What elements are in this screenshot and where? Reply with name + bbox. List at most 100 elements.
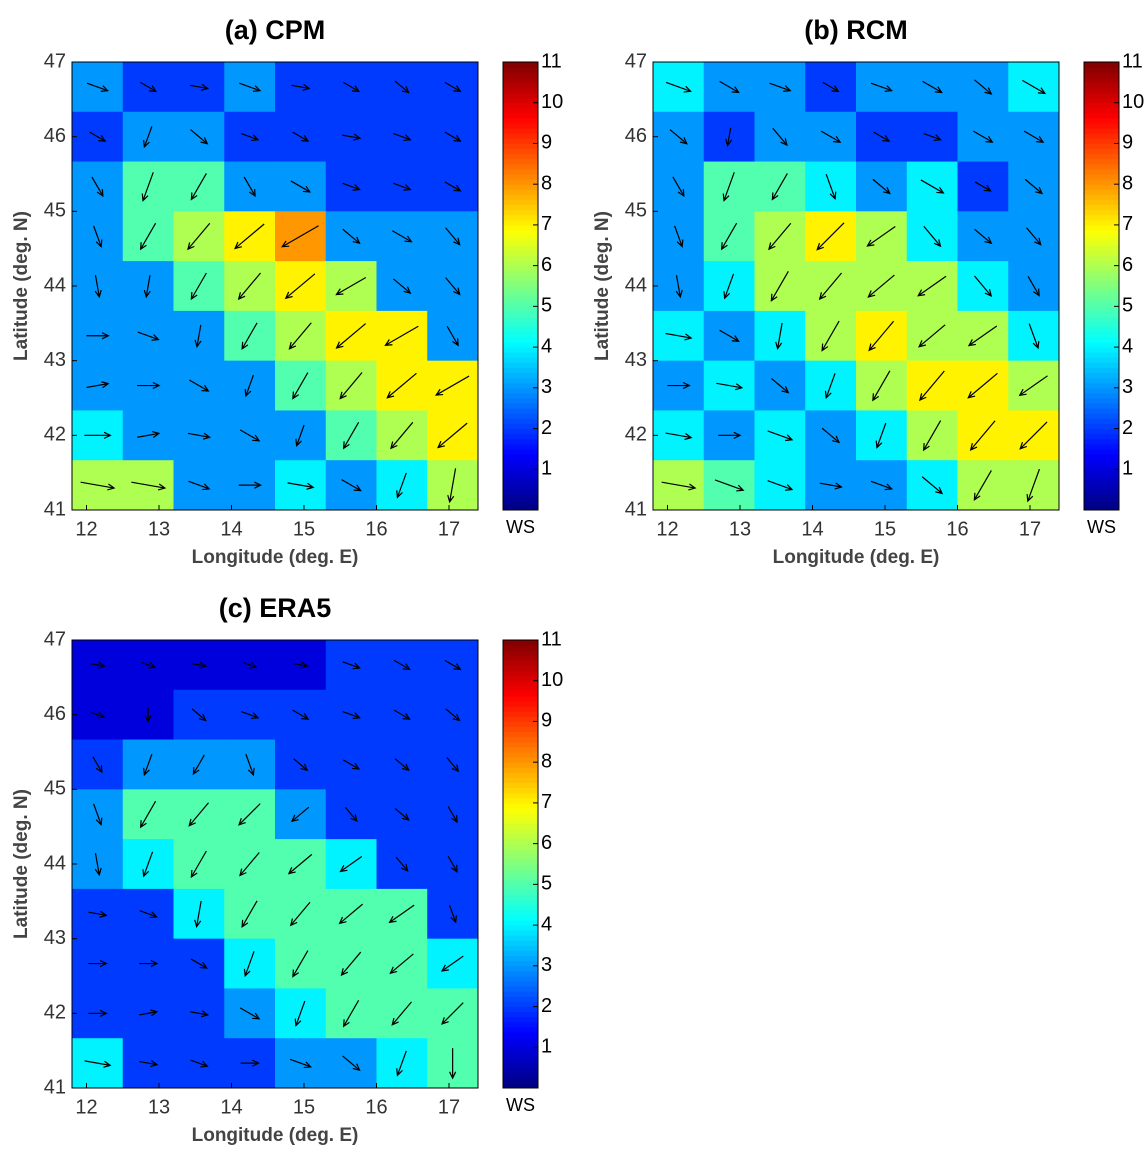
colorbar-segment [503, 128, 538, 134]
colorbar-segment [503, 701, 538, 707]
wind-arrow [243, 176, 256, 198]
wind-arrow [240, 1059, 261, 1067]
wind-arrow [238, 803, 261, 826]
colorbar-segment [503, 823, 538, 829]
colorbar-tick-label: 6 [541, 832, 552, 854]
y-tick-label: 45 [625, 200, 647, 222]
colorbar-tick-label: 11 [541, 50, 562, 72]
wind-arrow [1018, 375, 1048, 397]
y-tick-label: 44 [44, 852, 66, 874]
x-tick-label: 13 [148, 1096, 170, 1118]
colorbar-segment [503, 660, 538, 666]
x-tick-label: 17 [438, 1096, 460, 1118]
colorbar-tick-label: 10 [541, 669, 563, 691]
colorbar-segment [503, 148, 538, 155]
colorbar-segment [503, 158, 538, 165]
colorbar-segment [1084, 301, 1119, 307]
colorbar-segment [1084, 260, 1119, 267]
wind-arrow [384, 325, 419, 346]
colorbar-label: WS [1087, 517, 1116, 537]
wind-arrow [449, 1048, 457, 1080]
colorbar-tick-label: 1 [541, 458, 552, 480]
wind-arrow [190, 958, 208, 969]
wind-arrow [137, 331, 160, 341]
wind-arrow [1023, 130, 1045, 143]
wind-arrow [447, 468, 457, 504]
colorbar-segment [503, 772, 538, 778]
x-axis-label: Longitude (deg. E) [192, 547, 359, 568]
x-tick-label: 17 [1019, 518, 1041, 540]
wind-arrow [771, 173, 788, 201]
wind-arrow [190, 173, 207, 201]
colorbar-tick-label: 1 [1122, 458, 1133, 480]
wind-arrow [91, 176, 104, 198]
colorbar-segment [1084, 67, 1119, 73]
colorbar-segment [503, 336, 538, 343]
y-tick-label: 43 [44, 349, 66, 371]
colorbar-tick-label: 8 [541, 750, 552, 772]
colorbar-segment [503, 1006, 538, 1013]
colorbar-segment [503, 894, 538, 901]
wind-arrow [339, 372, 363, 400]
x-tick-label: 14 [801, 518, 823, 540]
colorbar-tick-label: 7 [541, 213, 552, 235]
wind-arrow [239, 1007, 261, 1020]
wind-arrow [974, 228, 993, 245]
colorbar-segment [503, 640, 538, 646]
colorbar-segment [1084, 433, 1119, 440]
colorbar-segment [1084, 204, 1119, 211]
y-axis-label: Latitude (deg. N) [11, 789, 32, 939]
colorbar-segment [503, 1021, 538, 1028]
wind-arrow [714, 479, 745, 492]
colorbar-segment [503, 1052, 538, 1058]
colorbar-segment [503, 920, 538, 926]
colorbar-segment [503, 499, 538, 506]
colorbar-segment [1084, 398, 1119, 404]
wind-arrow [772, 127, 788, 147]
colorbar-segment [503, 301, 538, 307]
colorbar-segment [503, 418, 538, 424]
y-tick-label: 43 [44, 927, 66, 949]
colorbar-segment [503, 864, 538, 870]
colorbar-segment [503, 357, 538, 363]
wind-arrow [93, 225, 103, 248]
colorbar-segment [503, 260, 538, 267]
wind-arrow [288, 322, 312, 350]
wind-arrow [194, 324, 202, 348]
x-tick-label: 17 [438, 518, 460, 540]
colorbar-segment [503, 107, 538, 114]
wind-arrow [818, 272, 843, 301]
colorbar-tick-label: 6 [1122, 254, 1133, 276]
colorbar-segment [503, 1082, 538, 1089]
wind-arrow [140, 81, 158, 93]
colorbar-segment [1084, 77, 1119, 83]
colorbar-segment [1084, 128, 1119, 134]
y-axis-label: Latitude (deg. N) [592, 211, 613, 361]
colorbar-segment [503, 286, 538, 292]
colorbar-tick-label: 9 [1122, 132, 1133, 154]
y-tick-label: 43 [625, 349, 647, 371]
wind-arrow [1027, 276, 1040, 297]
colorbar-segment [1084, 87, 1119, 94]
wind-arrow [444, 659, 462, 671]
wind-arrow [84, 431, 112, 439]
colorbar-segment [503, 67, 538, 73]
wind-arrow [139, 222, 157, 251]
wind-arrow [665, 432, 693, 441]
wind-arrow [445, 227, 461, 246]
colorbar-tick-label: 6 [541, 254, 552, 276]
colorbar-segment [1084, 296, 1119, 302]
colorbar-segment [503, 331, 538, 338]
wind-arrow [448, 905, 458, 924]
wind-arrow [767, 430, 794, 442]
colorbar-segment [503, 296, 538, 302]
wind-arrow [238, 481, 263, 489]
wind-arrow [396, 1050, 407, 1077]
wind-arrow [973, 470, 992, 502]
colorbar-segment [503, 874, 538, 880]
colorbar-segment [503, 82, 538, 88]
wind-arrow [292, 372, 309, 400]
y-tick-label: 47 [44, 628, 66, 650]
